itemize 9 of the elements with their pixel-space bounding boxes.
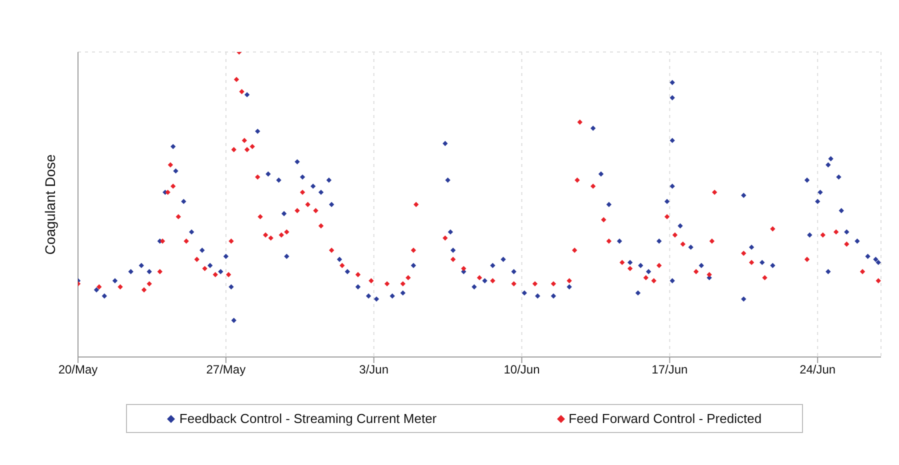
x-tick-label: 3/Jun — [359, 362, 389, 377]
x-tick-label: 10/Jun — [504, 362, 540, 377]
y-axis-title: Coagulant Dose — [42, 154, 58, 255]
x-tick-label: 17/Jun — [652, 362, 688, 377]
x-tick-label: 24/Jun — [800, 362, 836, 377]
legend-label: Feed Forward Control - Predicted — [568, 411, 762, 426]
x-tick-label: 27/May — [206, 362, 246, 377]
legend-label: Feedback Control - Streaming Current Meter — [179, 411, 437, 426]
x-tick-label: 20/May — [58, 362, 98, 377]
